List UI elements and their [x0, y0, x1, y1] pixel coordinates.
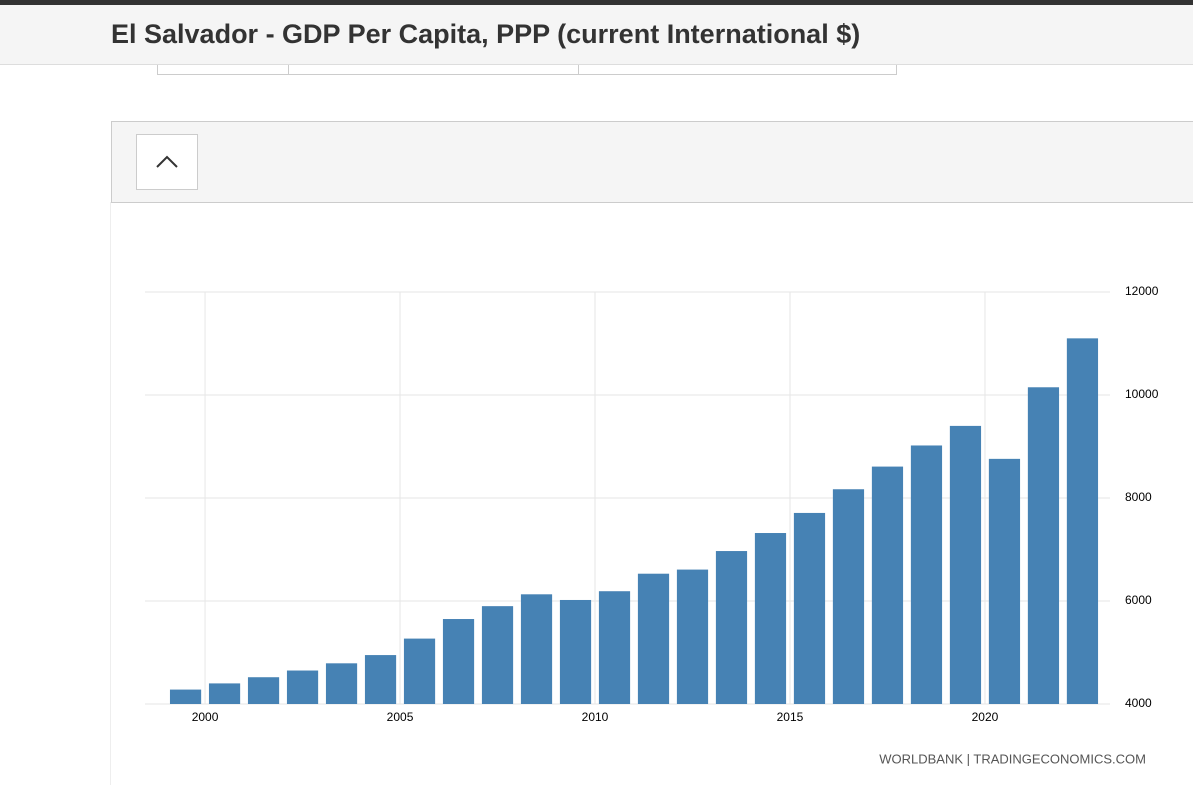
bar — [949, 425, 982, 704]
y-tick-label: 4000 — [1125, 696, 1152, 710]
x-tick-label: 2005 — [387, 710, 414, 724]
bar — [793, 512, 826, 704]
table-divider — [578, 65, 579, 74]
table-divider — [288, 65, 289, 74]
bar — [325, 663, 358, 704]
source: WORLDBANK | TRADINGECONOMICS.COM — [879, 751, 1146, 766]
x-tick-label: 2020 — [972, 710, 999, 724]
bar — [403, 638, 436, 704]
page-title: El Salvador - GDP Per Capita, PPP (curre… — [111, 19, 861, 49]
bar — [247, 677, 280, 704]
divider — [110, 202, 111, 785]
bar — [754, 533, 787, 704]
bar — [715, 551, 748, 704]
bar — [910, 445, 943, 704]
bar — [520, 594, 553, 704]
bar — [442, 619, 475, 704]
chevron — [156, 155, 178, 168]
bar — [832, 489, 865, 704]
bar — [1066, 338, 1099, 704]
bar — [169, 689, 202, 704]
y-tick-label: 8000 — [1125, 490, 1152, 504]
x-tick-label: 2015 — [777, 710, 804, 724]
bar — [871, 466, 904, 704]
bar — [286, 670, 319, 704]
collapse-panel — [111, 121, 1193, 203]
y-tick-label: 12000 — [1125, 284, 1159, 298]
bar — [481, 606, 514, 704]
bar — [1027, 387, 1060, 704]
bar — [988, 458, 1021, 704]
bar — [208, 683, 241, 704]
bar — [598, 591, 631, 704]
y-tick-label: 10000 — [1125, 387, 1159, 401]
y-tick-label: 6000 — [1125, 593, 1152, 607]
bar — [637, 573, 670, 704]
collapse-button[interactable] — [136, 134, 198, 190]
x-tick-label: 2000 — [192, 710, 219, 724]
top-bar — [0, 0, 1193, 5]
bar — [676, 569, 709, 704]
bar — [364, 655, 397, 704]
chevron-icon — [156, 155, 178, 168]
bar — [559, 599, 592, 704]
table-fragment — [157, 65, 897, 75]
header: El Salvador - GDP Per Capita, PPP (curre… — [0, 5, 1193, 65]
x-tick-label: 2010 — [582, 710, 609, 724]
